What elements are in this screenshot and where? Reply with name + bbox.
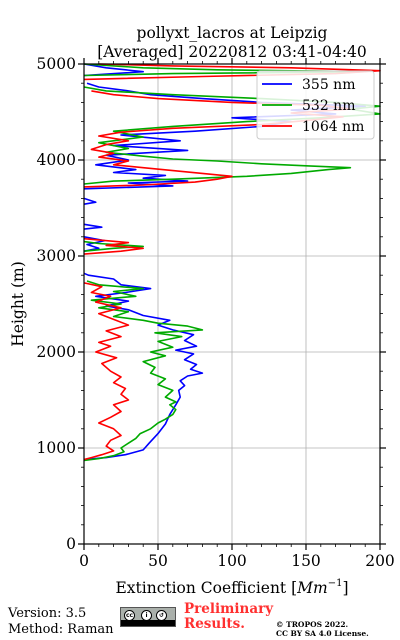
legend-box [256,70,375,140]
preliminary-line2: Results. [184,616,245,632]
legend: 355 nm 532 nm 1064 nm [256,70,375,140]
x-tick-label: 150 [291,552,321,570]
y-tick-label: 3000 [37,247,76,265]
cc-license-icon: cc i ↺ [120,607,176,627]
legend-label: 1064 nm [302,119,364,135]
copyright-line1: © TROPOS 2022. [276,620,349,629]
y-tick-label: 4000 [37,151,76,169]
chart-title-line1: pollyxt_lacros at Leipzig [137,24,328,42]
copyright-note: © TROPOS 2022. CC BY SA 4.0 License. [276,620,369,638]
x-tick-label: 200 [365,552,395,570]
x-tick-label: 100 [217,552,247,570]
series-line-532-nm [83,63,381,462]
version-text: Version: 3.5 [8,606,87,621]
data-series-group [83,63,381,462]
y-axis-label: Height (m) [9,261,27,347]
chart-title-line2: [Averaged] 20220812 03:41-04:40 [97,43,367,61]
copyright-line2: CC BY SA 4.0 License. [276,629,369,638]
series-line-355-nm [83,63,366,461]
legend-label: 532 nm [302,98,355,114]
preliminary-results-note: Preliminary Results. [184,602,273,632]
y-tick-label: 1000 [37,439,76,457]
extinction-profile-chart: pollyxt_lacros at Leipzig [Averaged] 202… [9,24,395,597]
x-tick-label: 0 [79,552,89,570]
y-tick-label: 5000 [37,55,76,73]
x-tick-label: 50 [148,552,168,570]
y-tick-label: 2000 [37,343,76,361]
legend-label: 355 nm [302,77,355,93]
y-tick-label: 0 [66,535,76,553]
x-axis-label: Extinction Coefficient [Mm−1] [115,578,348,597]
license-bar [121,620,175,626]
preliminary-line1: Preliminary [184,601,274,617]
series-line-1064-nm [83,63,381,461]
method-text: Method: Raman [8,622,114,637]
